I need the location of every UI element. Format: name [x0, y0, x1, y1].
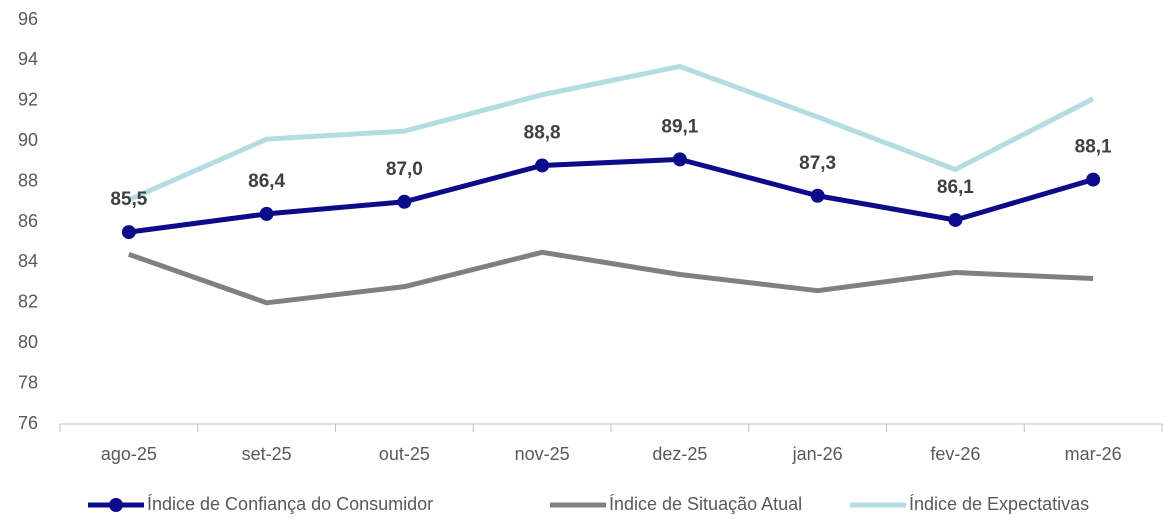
y-tick-label: 82 — [18, 292, 38, 312]
x-tick-label: jan-26 — [792, 444, 843, 464]
legend-marker — [109, 498, 123, 512]
y-tick-label: 86 — [18, 211, 38, 231]
marker — [948, 212, 963, 227]
data-label: 86,1 — [937, 177, 974, 198]
data-label: 86,4 — [248, 171, 285, 192]
x-tick-label: set-25 — [242, 444, 292, 464]
y-tick-label: 84 — [18, 251, 38, 271]
series-line — [128, 249, 1094, 306]
data-label: 85,5 — [110, 189, 147, 210]
legend-label: Índice de Situação Atual — [609, 494, 802, 514]
y-tick-label: 76 — [18, 413, 38, 433]
data-label: 88,1 — [1075, 137, 1112, 158]
marker — [121, 225, 136, 240]
x-tick-label: dez-25 — [652, 444, 707, 464]
legend-label: Índice de Expectativas — [909, 494, 1089, 514]
y-tick-label: 80 — [18, 332, 38, 352]
marker — [810, 188, 825, 203]
y-tick-label: 92 — [18, 90, 38, 110]
x-tick-label: ago-25 — [101, 444, 157, 464]
y-tick-label: 88 — [18, 170, 38, 190]
y-tick-label: 90 — [18, 130, 38, 150]
series-line — [128, 156, 1094, 235]
x-tick-label: fev-26 — [930, 444, 980, 464]
data-label: 87,3 — [799, 153, 836, 174]
marker — [397, 194, 412, 209]
x-tick-label: nov-25 — [515, 444, 570, 464]
data-label: 89,1 — [661, 116, 698, 137]
x-tick-label: mar-26 — [1065, 444, 1122, 464]
marker — [1086, 172, 1101, 187]
data-label: 87,0 — [386, 159, 423, 180]
series-line — [127, 63, 1095, 203]
y-tick-label: 96 — [18, 9, 38, 29]
marker — [535, 158, 550, 173]
marker — [672, 152, 687, 167]
x-tick-label: out-25 — [379, 444, 430, 464]
marker — [259, 206, 274, 221]
legend-label: Índice de Confiança do Consumidor — [147, 494, 433, 514]
y-tick-label: 94 — [18, 49, 38, 69]
y-tick-label: 78 — [18, 372, 38, 392]
data-label: 88,8 — [524, 122, 561, 143]
